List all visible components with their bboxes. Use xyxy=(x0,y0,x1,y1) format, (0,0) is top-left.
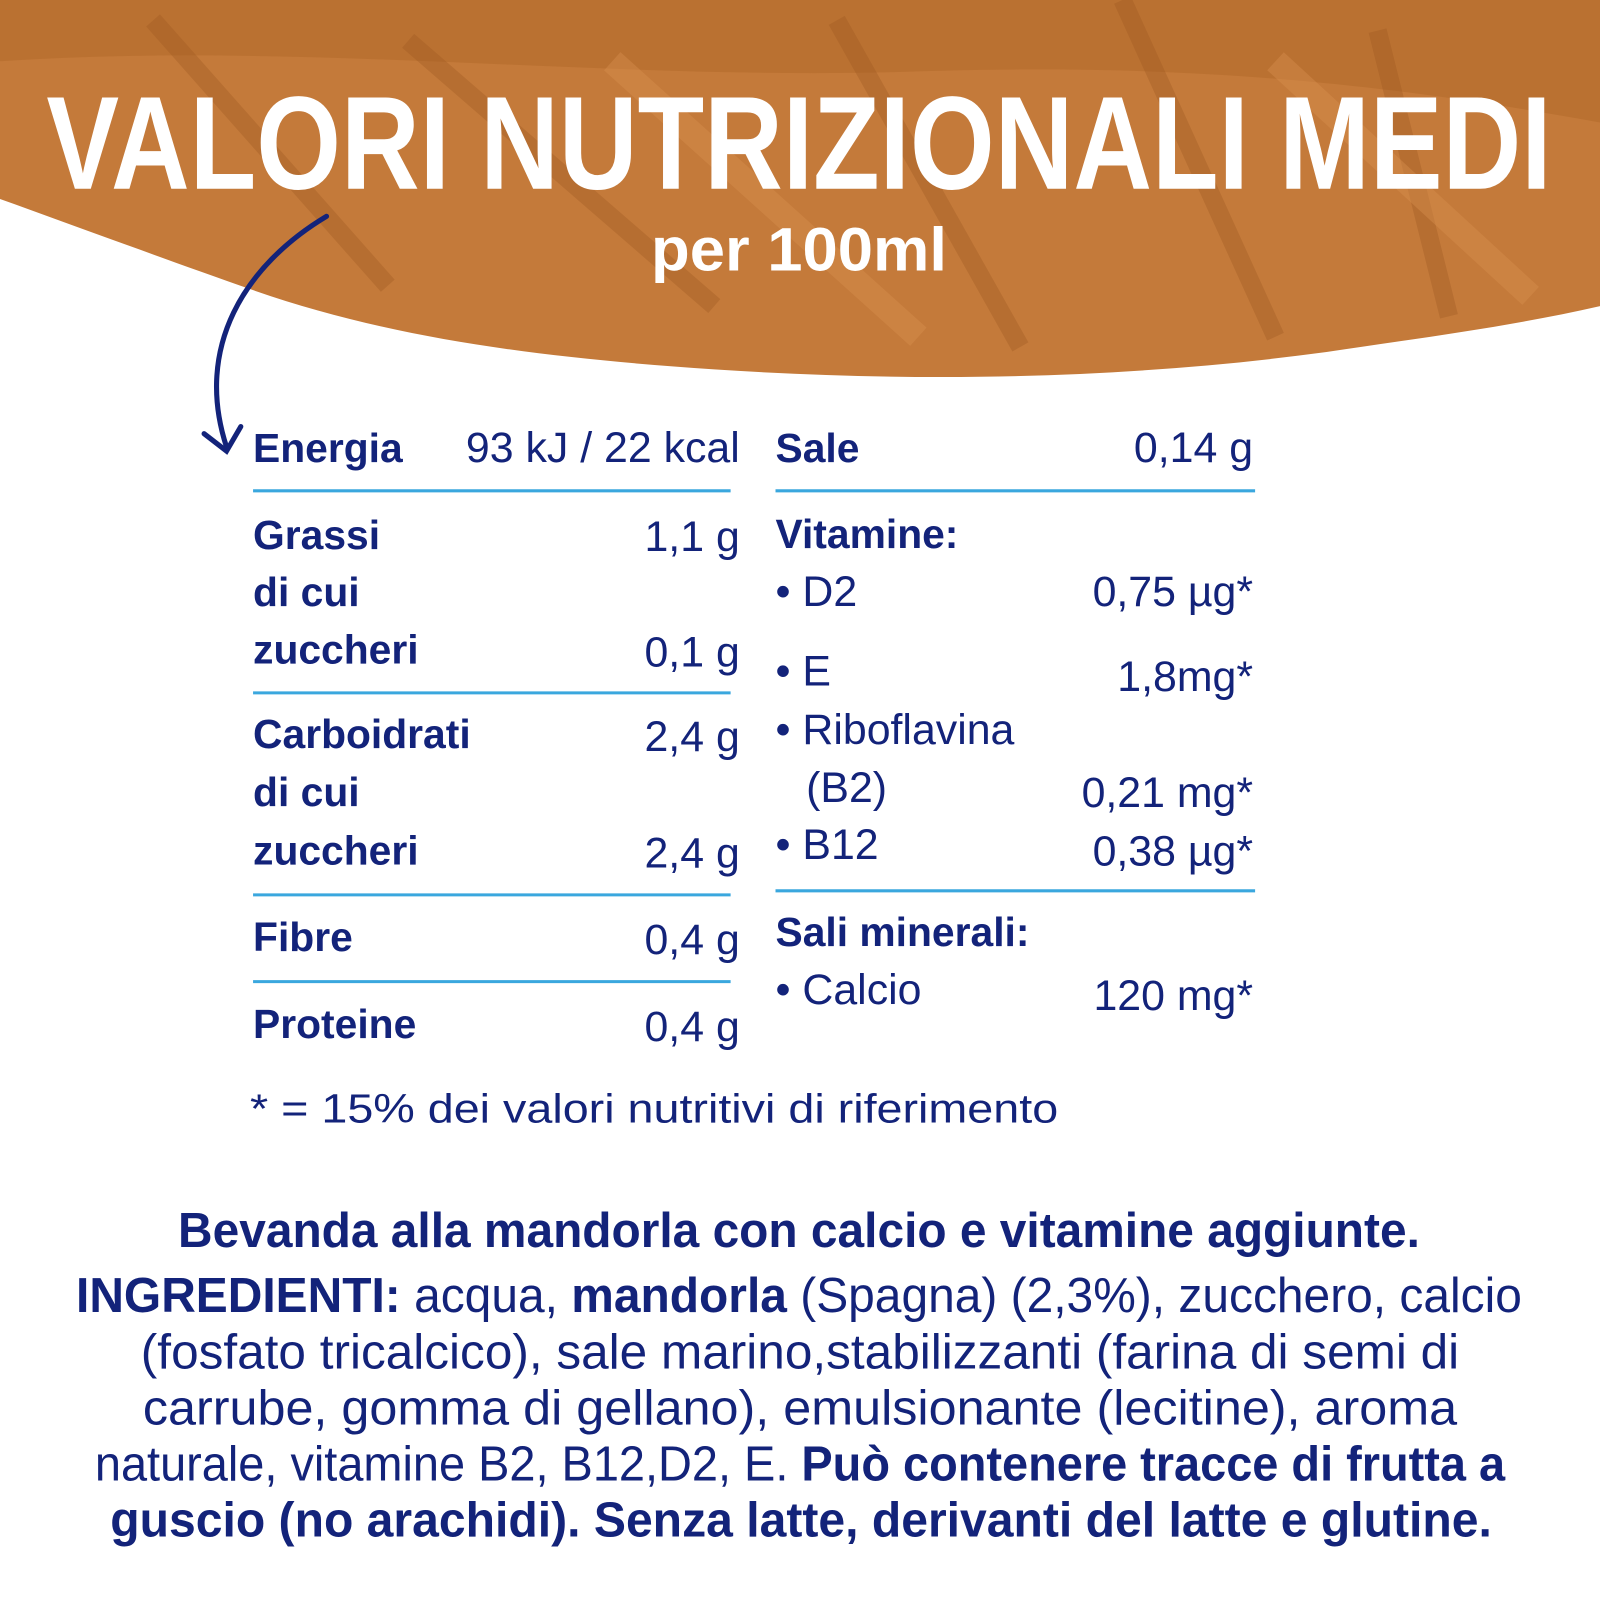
ingredients-line-5: guscio (no arachidi). Senza latte, deriv… xyxy=(110,1494,1492,1548)
ingredients-line-3: carrube, gomma di gellano), emulsionante… xyxy=(143,1381,1458,1435)
page-subtitle: per 100ml xyxy=(651,215,947,283)
carb-dicui-label: di cui xyxy=(253,769,360,815)
vitamin-b2-value: 0,21 mg* xyxy=(1082,769,1253,817)
ingredients-line-2: (fosfato tricalcico), sale marino,stabil… xyxy=(141,1325,1459,1379)
ingredients-line-4: naturale, vitamine B2, B12,D2, E. Può co… xyxy=(95,1438,1506,1492)
vitamin-b12-label: • B12 xyxy=(776,821,879,869)
grassi-zuccheri-label: zuccheri xyxy=(253,626,419,672)
fibre-label: Fibre xyxy=(253,914,353,960)
grassi-zuccheri-value: 0,1 g xyxy=(644,628,739,676)
vitamin-b2-label: • Riboflavina xyxy=(776,706,1015,754)
energia-label: Energia xyxy=(253,425,403,471)
arrow-icon xyxy=(201,213,330,455)
fibre-value: 0,4 g xyxy=(644,916,739,964)
product-description: Bevanda alla mandorla con calcio e vitam… xyxy=(178,1204,1420,1258)
proteine-label: Proteine xyxy=(253,1001,416,1047)
grassi-value: 1,1 g xyxy=(644,513,739,561)
sale-label: Sale xyxy=(776,425,860,471)
ingredient-allergen: mandorla xyxy=(571,1269,787,1323)
calcio-label: • Calcio xyxy=(776,966,922,1014)
sale-value: 0,14 g xyxy=(1134,424,1253,472)
page-title: VALORI NUTRIZIONALI MEDI xyxy=(46,70,1551,218)
ingredients-text: (Spagna) (2,3%), zucchero, calcio xyxy=(787,1269,1522,1323)
carb-zuccheri-label: zuccheri xyxy=(253,827,419,873)
allergen-warning: Può contenere tracce di frutta a xyxy=(801,1438,1505,1492)
minerali-heading: Sali minerali: xyxy=(776,909,1030,955)
vitamin-e-label: • E xyxy=(776,648,831,696)
carb-zuccheri-value: 2,4 g xyxy=(644,829,739,877)
carboidrati-value: 2,4 g xyxy=(644,713,739,761)
vitamin-d2-label: • D2 xyxy=(776,568,858,616)
ingredients-heading: INGREDIENTI: xyxy=(76,1269,414,1323)
grassi-dicui-label: di cui xyxy=(253,569,360,615)
vitamin-d2-value: 0,75 µg* xyxy=(1093,568,1253,616)
ingredients-text: acqua, xyxy=(414,1269,571,1323)
vitamin-b12-value: 0,38 µg* xyxy=(1093,827,1253,875)
grassi-label: Grassi xyxy=(253,512,380,558)
footnote: * = 15% dei valori nutritivi di riferime… xyxy=(250,1085,1058,1131)
proteine-value: 0,4 g xyxy=(644,1003,739,1051)
brush-background xyxy=(0,0,1600,377)
ingredients-text: naturale, vitamine B2, B12,D2, E. xyxy=(95,1438,801,1492)
carboidrati-label: Carboidrati xyxy=(253,711,471,757)
vitamin-e-value: 1,8mg* xyxy=(1117,653,1253,701)
energia-value: 93 kJ / 22 kcal xyxy=(466,424,740,472)
vitamin-b2-label-2: (B2) xyxy=(806,764,887,812)
ingredients-line-1: INGREDIENTI: acqua, mandorla (Spagna) (2… xyxy=(76,1269,1522,1323)
table-dividers xyxy=(253,489,1256,984)
calcio-value: 120 mg* xyxy=(1093,972,1253,1020)
vitamine-heading: Vitamine: xyxy=(776,511,959,557)
